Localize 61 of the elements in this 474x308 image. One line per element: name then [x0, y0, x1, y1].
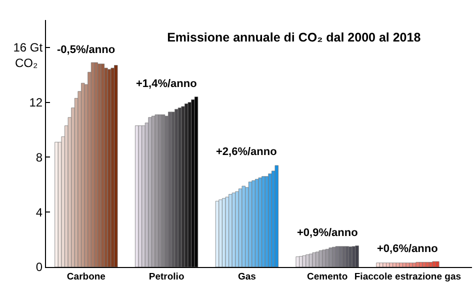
bar — [274, 165, 278, 267]
bar — [225, 196, 229, 267]
bar — [312, 252, 316, 267]
bar — [104, 68, 108, 267]
bar — [416, 262, 420, 267]
bar — [154, 114, 159, 267]
x-tick-label: Gas — [238, 271, 256, 282]
bar — [432, 261, 436, 267]
y-axis-title: CO₂ — [15, 56, 38, 70]
bar — [376, 262, 380, 267]
bar — [382, 262, 386, 267]
bar — [191, 99, 195, 267]
bar — [306, 254, 310, 267]
bar — [302, 255, 306, 267]
y-tick-label: 4 — [36, 205, 43, 220]
bar — [228, 194, 232, 267]
x-tick-label: Petrolio — [148, 271, 184, 282]
bar — [318, 250, 323, 267]
bar — [258, 178, 262, 267]
y-tick-label: 12 — [29, 96, 43, 110]
bar — [392, 262, 396, 267]
bar — [188, 102, 192, 267]
bar — [409, 262, 413, 267]
bar — [142, 125, 146, 267]
bar — [335, 246, 340, 267]
bar — [148, 117, 152, 267]
bar — [100, 64, 105, 267]
bar — [252, 180, 256, 267]
bar — [426, 262, 430, 267]
annotation: +2,6%/anno — [216, 146, 278, 158]
bar — [235, 191, 239, 267]
bar — [389, 262, 394, 267]
y-tick-label: 0 — [36, 260, 43, 274]
bar — [114, 65, 118, 267]
bar — [268, 173, 272, 267]
bar — [422, 262, 426, 267]
x-tick-label: Fiaccole estrazione gas — [354, 271, 462, 282]
bar — [54, 142, 58, 267]
bar — [352, 246, 356, 267]
bar — [171, 112, 176, 267]
bar — [355, 246, 359, 267]
bar — [181, 106, 185, 267]
annotation: +1,4%/anno — [136, 78, 198, 90]
annotation: +0,9%/anno — [297, 227, 358, 239]
bar — [218, 200, 222, 267]
bar — [110, 68, 114, 267]
annotation: +0,6%/anno — [377, 243, 438, 255]
bar — [262, 176, 266, 267]
y-tick-label: 8 — [36, 150, 43, 164]
y-tick-label: 16 Gt — [13, 40, 44, 55]
bar — [406, 262, 410, 267]
bar — [296, 256, 300, 267]
bar — [242, 186, 246, 267]
bar — [436, 261, 440, 267]
text: Emissione annuale di CO₂ dal 2000 al 2018 — [167, 30, 421, 44]
bar — [399, 262, 403, 267]
annotation: -0,5%/anno — [57, 44, 116, 56]
bar — [138, 125, 142, 267]
x-tick-label: Cemento — [306, 271, 348, 282]
bar — [94, 62, 98, 267]
x-tick-label: Carbone — [66, 271, 106, 282]
